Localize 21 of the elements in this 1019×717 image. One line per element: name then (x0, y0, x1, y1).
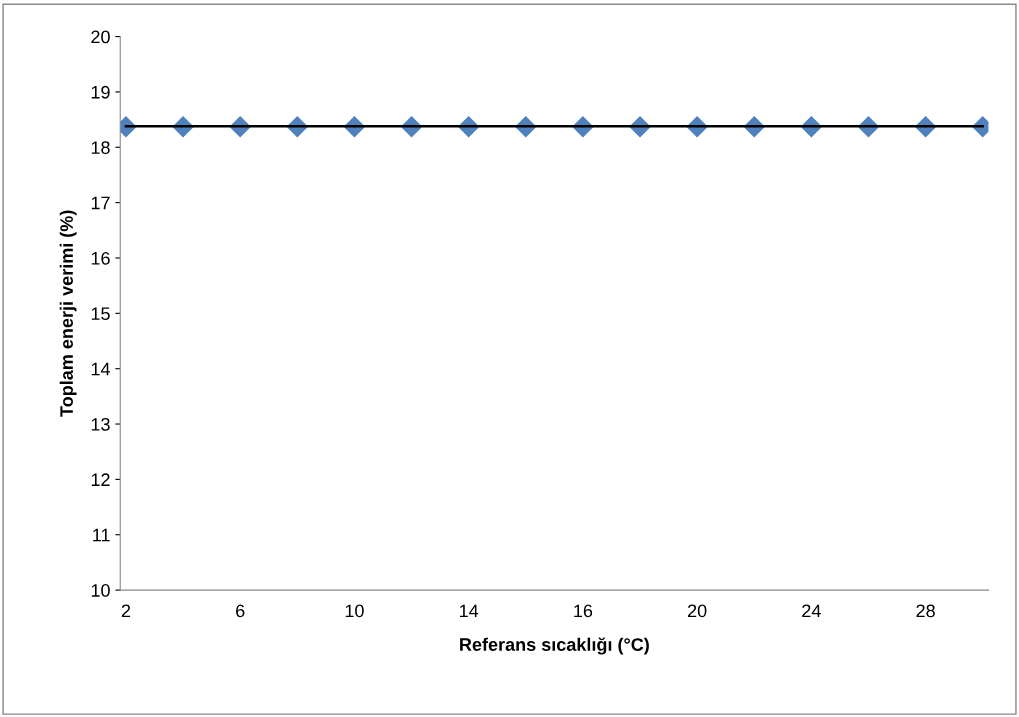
y-tick-label: 17 (91, 196, 110, 210)
y-tick-label: 15 (91, 307, 110, 321)
x-tick-label: 16 (574, 604, 593, 618)
y-tick-label: 13 (91, 417, 110, 431)
y-tick-label: 14 (91, 362, 110, 376)
x-tick-label: 10 (345, 604, 364, 618)
x-tick-label: 6 (236, 604, 245, 618)
x-tick-label: 2 (121, 604, 131, 618)
y-tick-label: 11 (93, 528, 110, 542)
y-tick-label: 16 (91, 251, 110, 265)
y-tick-label: 19 (91, 85, 110, 99)
x-tick-label: 14 (460, 604, 479, 618)
y-tick-label: 10 (91, 584, 110, 597)
y-tick-label: 18 (91, 141, 110, 154)
y-tick-label: 20 (91, 30, 110, 44)
x-tick-label: 24 (802, 604, 821, 618)
x-tick-label: 20 (688, 604, 707, 618)
y-tick-label: 12 (91, 473, 110, 486)
x-tick-label: 28 (916, 604, 935, 618)
x-axis-title: Referans sıcaklığı (°C) (460, 637, 649, 655)
y-axis-title: Toplam enerji verimi (%) (59, 210, 77, 417)
